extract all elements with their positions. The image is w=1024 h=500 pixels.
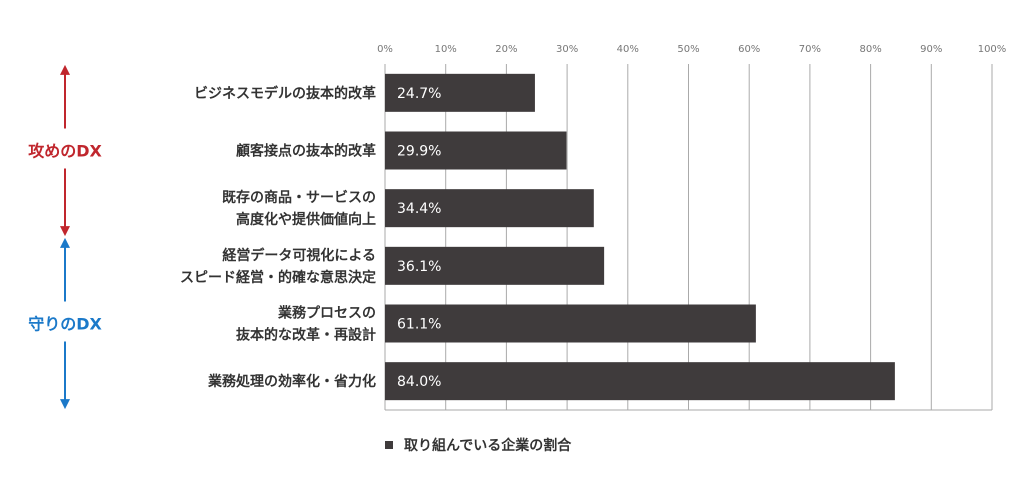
bar (385, 246, 605, 285)
category-label-line: 高度化や提供価値向上 (236, 211, 376, 228)
legend-swatch (385, 441, 393, 449)
arrow-down-icon (60, 226, 70, 237)
bar-value-label: 84.0% (397, 374, 441, 390)
x-tick-label: 80% (859, 44, 881, 55)
group-label: 守りのDX (28, 315, 102, 334)
category-label-line: 業務プロセスの (277, 305, 376, 322)
category-label-line: スピード経営・的確な意思決定 (180, 269, 376, 286)
x-tick-label: 40% (617, 44, 639, 55)
category-label: ビジネスモデルの抜本的改革 (194, 85, 376, 102)
gridlines (384, 64, 993, 411)
category-label-line: 経営データ可視化による (222, 247, 376, 264)
bar (385, 73, 535, 112)
arrow-down-icon (60, 399, 70, 410)
x-tick-label: 20% (495, 44, 517, 55)
category-label-line: ビジネスモデルの抜本的改革 (194, 85, 376, 102)
legend-label: 取り組んでいる企業の割合 (404, 437, 572, 454)
category-label: 顧客接点の抜本的改革 (236, 143, 376, 160)
category-label-line: 抜本的な改革・再設計 (236, 327, 376, 344)
category-labels: ビジネスモデルの抜本的改革顧客接点の抜本的改革既存の商品・サービスの高度化や提供… (180, 85, 376, 390)
bar-value-label: 24.7% (397, 86, 441, 102)
category-label: 経営データ可視化によるスピード経営・的確な意思決定 (180, 247, 376, 286)
bar (385, 131, 567, 170)
bar (385, 189, 594, 228)
x-tick-label: 50% (677, 44, 699, 55)
x-tick-label: 30% (556, 44, 578, 55)
category-label: 業務処理の効率化・省力化 (207, 373, 376, 390)
bar-value-label: 36.1% (397, 259, 441, 275)
arrow-up-icon (60, 64, 70, 75)
bar-value-label: 29.9% (397, 144, 441, 160)
x-axis-ticks: 0% 10% 20% 30% 40% 50% 60% 70% 80% 90% 100% (377, 44, 1006, 55)
bar-value-label: 61.1% (397, 317, 441, 333)
bar-value-label: 34.4% (397, 201, 441, 217)
x-tick-label: 90% (920, 44, 942, 55)
bar (385, 304, 756, 343)
x-tick-label: 60% (738, 44, 760, 55)
group-annotations: 攻めのDX 守りのDX (28, 64, 102, 410)
category-label: 業務プロセスの抜本的な改革・再設計 (236, 305, 376, 344)
bar (385, 362, 895, 401)
x-tick-label: 0% (377, 44, 393, 55)
category-label-line: 顧客接点の抜本的改革 (236, 143, 376, 160)
category-label-line: 既存の商品・サービスの (222, 189, 376, 206)
x-tick-label: 70% (799, 44, 821, 55)
bars: 24.7% 29.9% 34.4% 36.1% 61.1% 84.0% (385, 73, 895, 401)
arrow-up-icon (60, 237, 70, 248)
category-label: 既存の商品・サービスの高度化や提供価値向上 (222, 189, 376, 228)
x-tick-label: 10% (435, 44, 457, 55)
legend: 取り組んでいる企業の割合 (385, 437, 572, 454)
group-label: 攻めのDX (28, 142, 102, 161)
x-tick-label: 100% (978, 44, 1007, 55)
category-label-line: 業務処理の効率化・省力化 (207, 373, 376, 390)
